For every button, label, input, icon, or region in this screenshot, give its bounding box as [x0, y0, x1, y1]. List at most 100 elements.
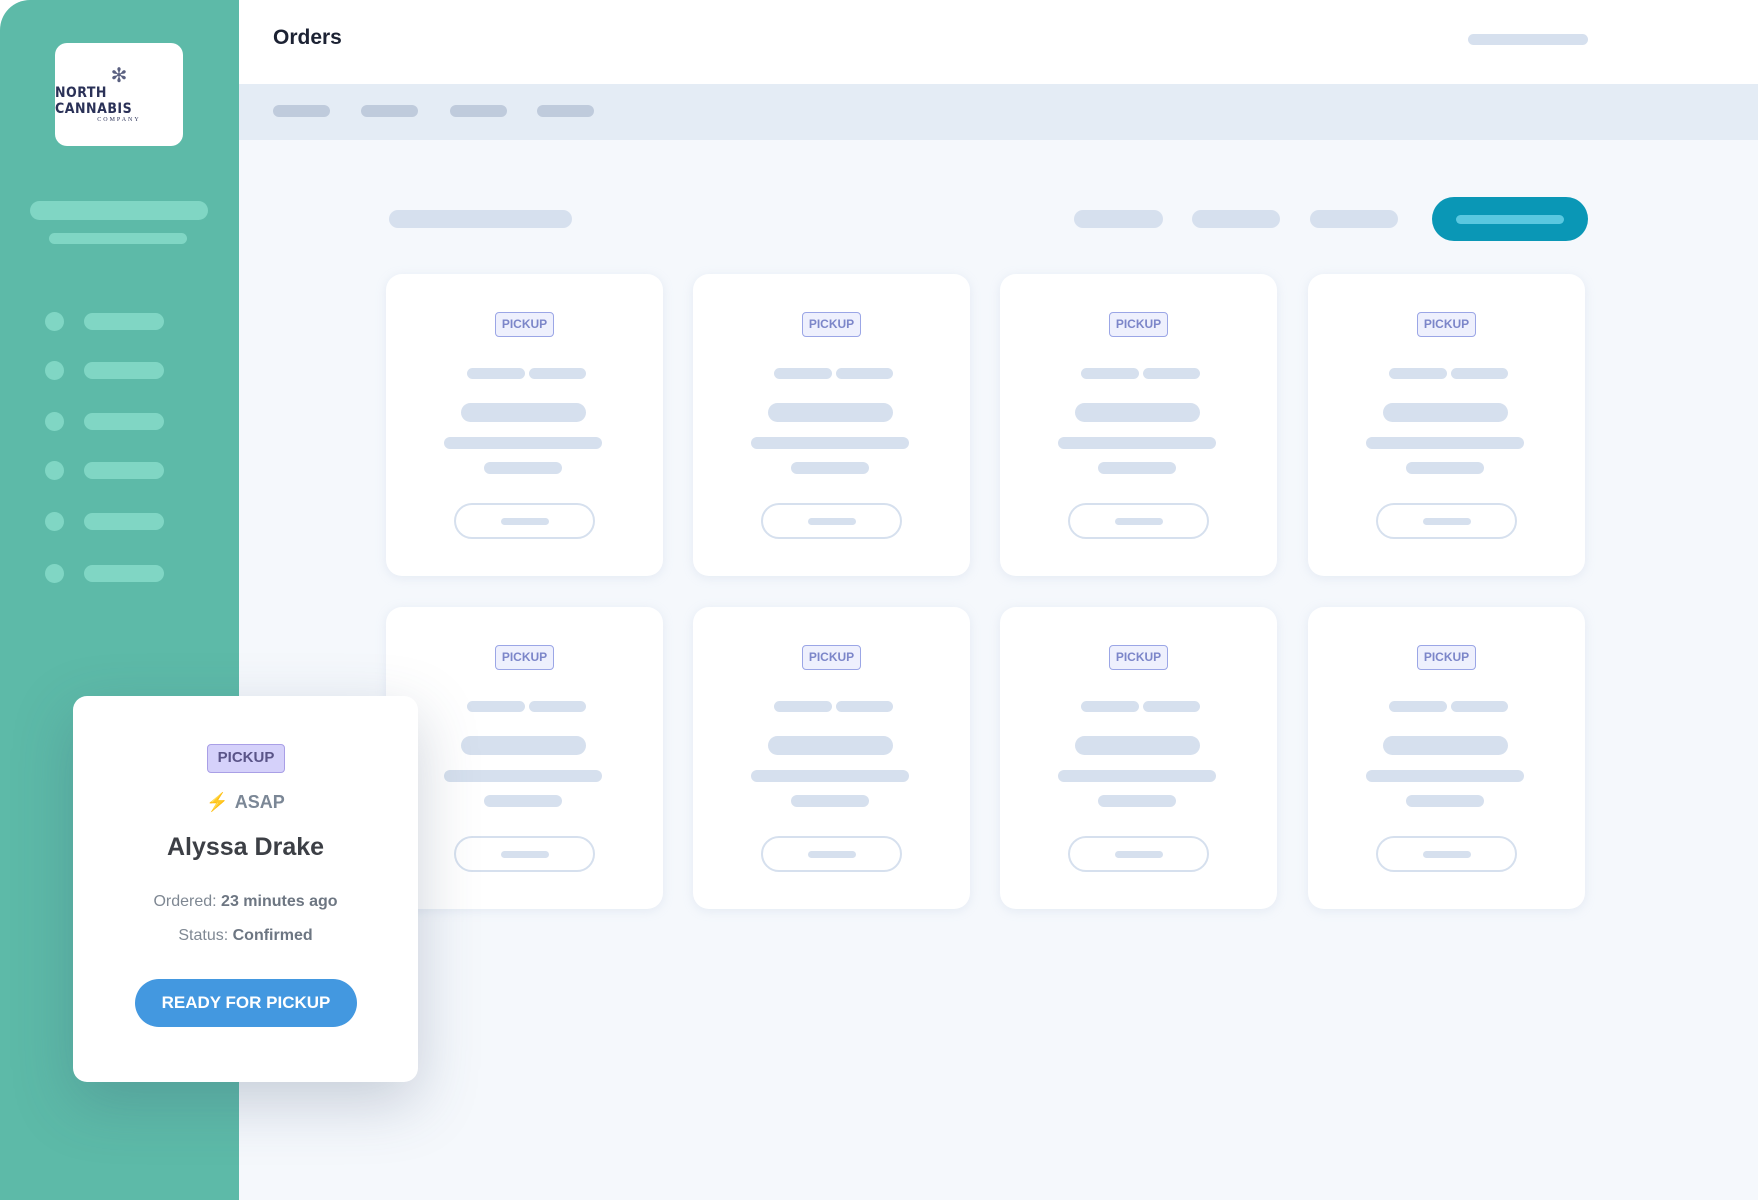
button-label-placeholder — [501, 518, 549, 525]
page-title: Orders — [273, 26, 342, 49]
button-label-placeholder — [808, 851, 856, 858]
user-role-placeholder — [49, 233, 187, 244]
pickup-badge: PICKUP — [802, 645, 861, 670]
order-card[interactable]: PICKUP — [1000, 607, 1277, 909]
name-placeholder — [461, 403, 586, 422]
text-placeholder — [1389, 701, 1447, 712]
text-placeholder — [836, 701, 893, 712]
order-card[interactable]: PICKUP — [386, 274, 663, 576]
primary-action-button[interactable] — [1432, 197, 1588, 241]
search-placeholder[interactable] — [389, 210, 572, 228]
logo-sub: COMPANY — [97, 116, 141, 123]
nav-icon — [45, 512, 64, 531]
ordered-label: Ordered: — [153, 893, 217, 910]
text-placeholder — [467, 701, 525, 712]
card-action-button[interactable] — [1068, 836, 1209, 872]
text-placeholder — [751, 770, 909, 782]
pickup-badge: PICKUP — [1417, 645, 1476, 670]
card-action-button[interactable] — [761, 503, 902, 539]
pickup-badge: PICKUP — [207, 744, 285, 773]
name-placeholder — [1075, 736, 1200, 755]
pickup-badge: PICKUP — [1417, 312, 1476, 337]
pickup-badge: PICKUP — [495, 312, 554, 337]
tab-placeholder[interactable] — [537, 105, 594, 117]
button-label-placeholder — [1423, 851, 1471, 858]
nav-icon — [45, 564, 64, 583]
nav-icon — [45, 361, 64, 380]
pickup-badge: PICKUP — [1109, 312, 1168, 337]
nav-label-placeholder — [84, 462, 164, 479]
text-placeholder — [791, 795, 869, 807]
text-placeholder — [791, 462, 869, 474]
lightning-bolt-icon: ⚡ — [206, 792, 229, 812]
tab-placeholder[interactable] — [273, 105, 330, 117]
order-card[interactable]: PICKUP — [1308, 274, 1585, 576]
text-placeholder — [1058, 770, 1216, 782]
tab-placeholder[interactable] — [450, 105, 507, 117]
text-placeholder — [1451, 701, 1508, 712]
nav-label-placeholder — [84, 565, 164, 582]
nav-icon — [45, 312, 64, 331]
text-placeholder — [484, 462, 562, 474]
filter-placeholder[interactable] — [1192, 210, 1280, 228]
tab-placeholder[interactable] — [361, 105, 418, 117]
pickup-badge: PICKUP — [802, 312, 861, 337]
cannabis-leaf-icon: ✻ — [110, 64, 128, 87]
text-placeholder — [467, 368, 525, 379]
logo-brand: NORTH CANNABIS — [55, 84, 133, 117]
status-label: Status: — [178, 927, 229, 944]
order-card[interactable]: PICKUP — [693, 274, 970, 576]
text-placeholder — [1081, 368, 1139, 379]
card-action-button[interactable] — [761, 836, 902, 872]
timing: ⚡ ASAP — [73, 792, 418, 813]
ready-for-pickup-button[interactable]: READY FOR PICKUP — [135, 979, 357, 1027]
text-placeholder — [1058, 437, 1216, 449]
name-placeholder — [461, 736, 586, 755]
text-placeholder — [1389, 368, 1447, 379]
nav-label-placeholder — [84, 513, 164, 530]
nav-label-placeholder — [84, 413, 164, 430]
pickup-badge: PICKUP — [495, 645, 554, 670]
button-label-placeholder — [1456, 215, 1564, 224]
filter-placeholder[interactable] — [1074, 210, 1163, 228]
pickup-badge: PICKUP — [1109, 645, 1168, 670]
card-action-button[interactable] — [1376, 836, 1517, 872]
name-placeholder — [1383, 403, 1508, 422]
order-card[interactable]: PICKUP — [1308, 607, 1585, 909]
filter-placeholder[interactable] — [1310, 210, 1398, 228]
order-card[interactable]: PICKUP — [693, 607, 970, 909]
card-action-button[interactable] — [1376, 503, 1517, 539]
text-placeholder — [444, 437, 602, 449]
card-action-button[interactable] — [454, 503, 595, 539]
text-placeholder — [1098, 462, 1176, 474]
card-action-button[interactable] — [1068, 503, 1209, 539]
text-placeholder — [1081, 701, 1139, 712]
nav-label-placeholder — [84, 313, 164, 330]
ordered-time: Ordered: 23 minutes ago — [73, 893, 418, 911]
text-placeholder — [1406, 795, 1484, 807]
text-placeholder — [774, 701, 832, 712]
text-placeholder — [1098, 795, 1176, 807]
company-logo[interactable]: ✻ NORTH CANNABIS COMPANY — [55, 43, 183, 146]
name-placeholder — [768, 736, 893, 755]
ordered-value: 23 minutes ago — [221, 893, 338, 910]
header-account-placeholder[interactable] — [1468, 34, 1588, 45]
main-content: Orders — [239, 0, 1758, 1200]
user-name-placeholder — [30, 201, 208, 220]
status-value: Confirmed — [232, 927, 313, 944]
button-label-placeholder — [808, 518, 856, 525]
card-action-button[interactable] — [454, 836, 595, 872]
button-label-placeholder — [1115, 518, 1163, 525]
text-placeholder — [529, 368, 586, 379]
button-label-placeholder — [1115, 851, 1163, 858]
name-placeholder — [768, 403, 893, 422]
text-placeholder — [751, 437, 909, 449]
text-placeholder — [484, 795, 562, 807]
text-placeholder — [1366, 437, 1524, 449]
name-placeholder — [1075, 403, 1200, 422]
subnav-tabs — [239, 84, 1758, 140]
order-card[interactable]: PICKUP — [1000, 274, 1277, 576]
order-card[interactable]: PICKUP — [386, 607, 663, 909]
order-status: Status: Confirmed — [73, 927, 418, 945]
text-placeholder — [774, 368, 832, 379]
